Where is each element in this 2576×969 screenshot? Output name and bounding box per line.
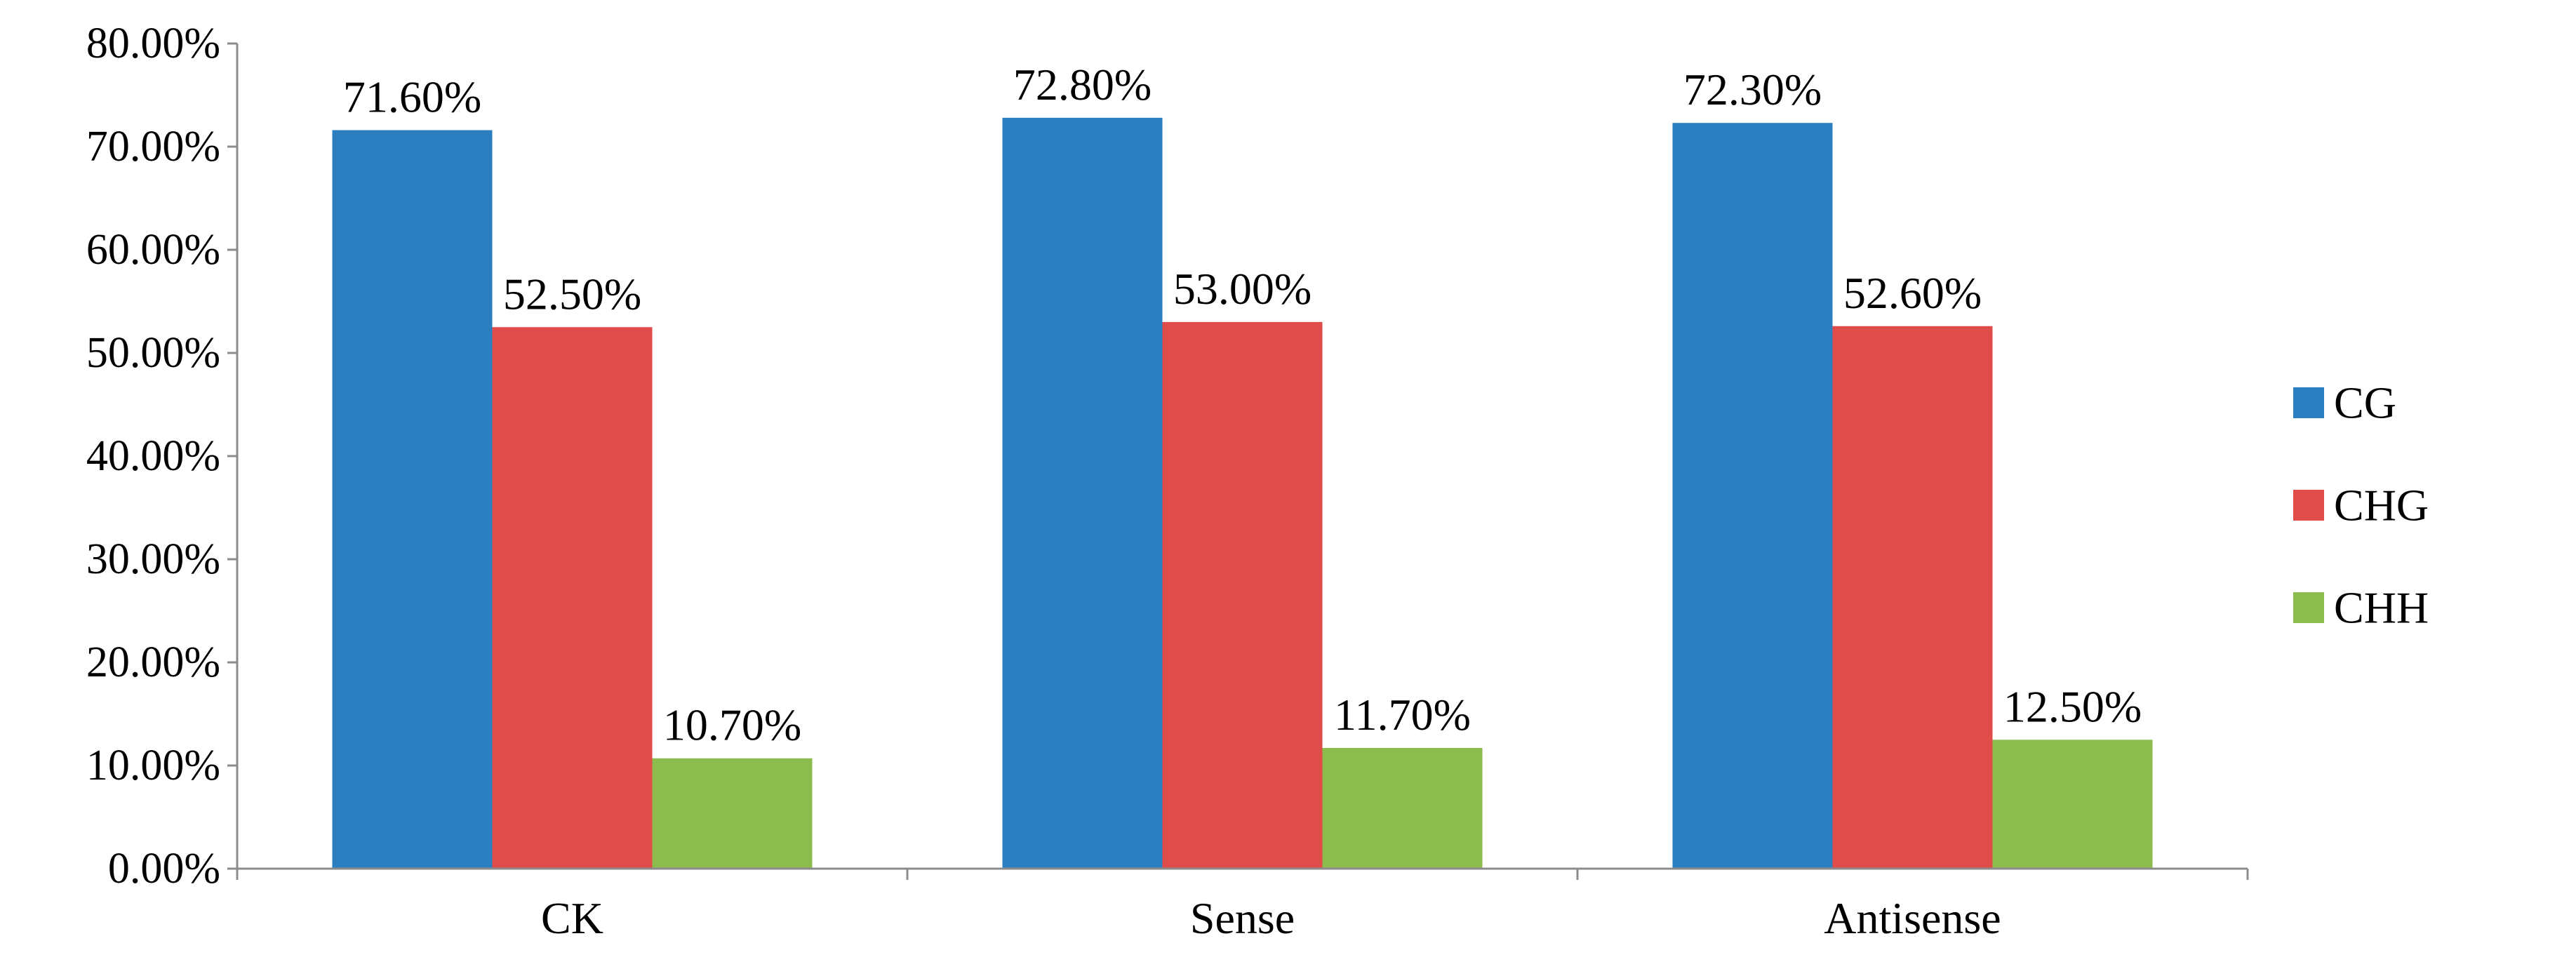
data-label-chg-sense: 53.00% <box>1173 264 1312 314</box>
y-tick-label: 50.00% <box>86 329 220 377</box>
data-label-chg-ck: 52.50% <box>503 269 641 319</box>
data-label-cg-sense: 72.80% <box>1013 60 1152 109</box>
y-tick-label: 60.00% <box>86 226 220 274</box>
data-label-cg-ck: 71.60% <box>343 72 481 121</box>
legend: CG CHG CHH <box>2293 378 2429 633</box>
bar-chh-sense <box>1322 748 1483 869</box>
bar-cg-sense <box>1002 117 1163 869</box>
y-tick-label: 70.00% <box>86 123 220 171</box>
x-category-label: CK <box>541 893 603 943</box>
x-category-label: Antisense <box>1824 893 2001 943</box>
legend-label-chh: CHH <box>2334 583 2429 633</box>
y-axis-ticks: 0.00% 10.00% 20.00% 30.00% 40.00% 50.00% 60.00… <box>86 20 237 893</box>
y-tick-label: 10.00% <box>86 742 220 789</box>
bar-marks <box>332 117 2153 869</box>
y-tick-label: 0.00% <box>108 845 220 893</box>
data-label-chh-ck: 10.70% <box>663 700 801 750</box>
data-label-chh-sense: 11.70% <box>1334 690 1471 740</box>
bar-chh-ck <box>652 758 813 869</box>
bar-chg-antisense <box>1832 326 1993 869</box>
legend-swatch-chg <box>2293 490 2324 521</box>
y-tick-label: 40.00% <box>86 432 220 480</box>
data-label-cg-antisense: 72.30% <box>1683 65 1822 114</box>
bar-chh-antisense <box>1992 740 2153 869</box>
x-category-label: Sense <box>1190 893 1295 943</box>
axes <box>236 44 2249 880</box>
data-label-chh-antisense: 12.50% <box>2003 681 2142 731</box>
category-labels: CK Sense Antisense <box>541 893 2001 943</box>
y-tick-label: 80.00% <box>86 20 220 67</box>
data-label-chg-antisense: 52.60% <box>1843 268 1982 318</box>
legend-swatch-chh <box>2293 592 2324 623</box>
legend-swatch-cg <box>2293 387 2324 418</box>
bar-cg-ck <box>332 130 493 869</box>
y-tick-label: 30.00% <box>86 535 220 583</box>
y-tick-label: 20.00% <box>86 639 220 686</box>
bar-cg-antisense <box>1672 123 1833 869</box>
legend-label-cg: CG <box>2334 378 2396 428</box>
bar-chg-sense <box>1162 321 1323 869</box>
bar-chg-ck <box>492 327 653 869</box>
legend-label-chg: CHG <box>2334 481 2429 530</box>
data-labels: 71.60% 52.50% 10.70% 72.80% 53.00% 11.70% 72.3… <box>343 60 2142 750</box>
